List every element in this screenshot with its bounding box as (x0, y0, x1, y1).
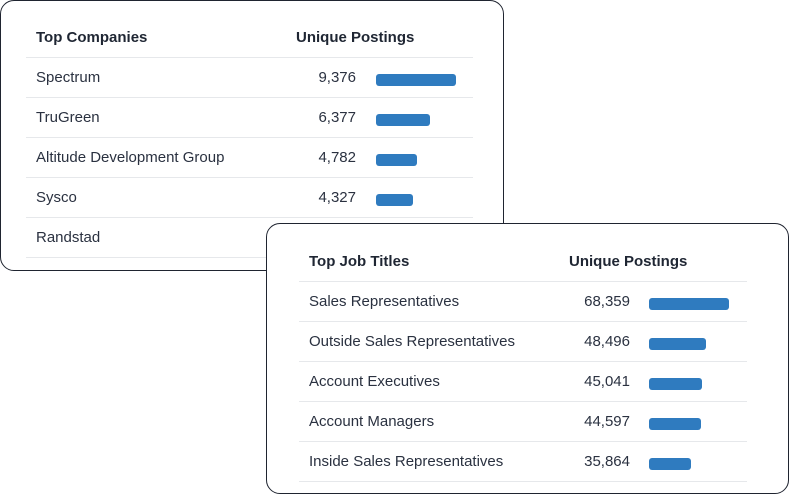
posting-count: 48,496 (584, 333, 630, 350)
posting-bar (649, 298, 729, 310)
top-job-titles-card: Top Job Titles Unique Postings Sales Rep… (266, 223, 789, 494)
posting-bar (376, 194, 413, 206)
posting-count: 9,376 (318, 69, 356, 86)
posting-bar (649, 458, 691, 470)
table-row: Sysco 4,327 (26, 178, 473, 218)
job-title-name: Inside Sales Representatives (309, 453, 504, 470)
table-header: Top Job Titles Unique Postings (299, 243, 747, 282)
table-row: Account Managers 44,597 (299, 402, 747, 442)
column-header-top-job-titles: Top Job Titles (309, 253, 410, 270)
posting-bar (649, 418, 701, 430)
posting-count: 68,359 (584, 293, 630, 310)
posting-bar (376, 154, 417, 166)
top-companies-card: Top Companies Unique Postings Spectrum 9… (0, 0, 504, 271)
table-row: Altitude Development Group 4,782 (26, 138, 473, 178)
company-name: Spectrum (36, 69, 101, 86)
posting-count: 4,782 (318, 149, 356, 166)
company-name: Randstad (36, 229, 101, 246)
column-header-unique-postings: Unique Postings (569, 253, 688, 270)
posting-bar (649, 378, 702, 390)
posting-bar (649, 338, 706, 350)
table-row: Account Executives 45,041 (299, 362, 747, 402)
job-title-name: Account Executives (309, 373, 440, 390)
table-header: Top Companies Unique Postings (26, 19, 473, 58)
posting-count: 44,597 (584, 413, 630, 430)
table-row: Inside Sales Representatives 35,864 (299, 442, 747, 482)
posting-bar (376, 114, 430, 126)
company-name: TruGreen (36, 109, 100, 126)
column-header-top-companies: Top Companies (36, 29, 148, 46)
posting-count: 6,377 (318, 109, 356, 126)
table-row: Spectrum 9,376 (26, 58, 473, 98)
table-row: TruGreen 6,377 (26, 98, 473, 138)
company-name: Sysco (36, 189, 77, 206)
job-title-name: Outside Sales Representatives (309, 333, 515, 350)
posting-count: 35,864 (584, 453, 630, 470)
table-row: Sales Representatives 68,359 (299, 282, 747, 322)
job-title-name: Account Managers (309, 413, 435, 430)
posting-count: 4,327 (318, 189, 356, 206)
table-row: Randstad (26, 218, 473, 258)
top-job-titles-table: Top Job Titles Unique Postings Sales Rep… (299, 243, 747, 482)
table-row: Outside Sales Representatives 48,496 (299, 322, 747, 362)
job-title-name: Sales Representatives (309, 293, 460, 310)
company-name: Altitude Development Group (36, 149, 225, 166)
posting-bar (376, 74, 456, 86)
column-header-unique-postings: Unique Postings (296, 29, 415, 46)
posting-count: 45,041 (584, 373, 630, 390)
top-companies-table: Top Companies Unique Postings Spectrum 9… (26, 19, 473, 258)
